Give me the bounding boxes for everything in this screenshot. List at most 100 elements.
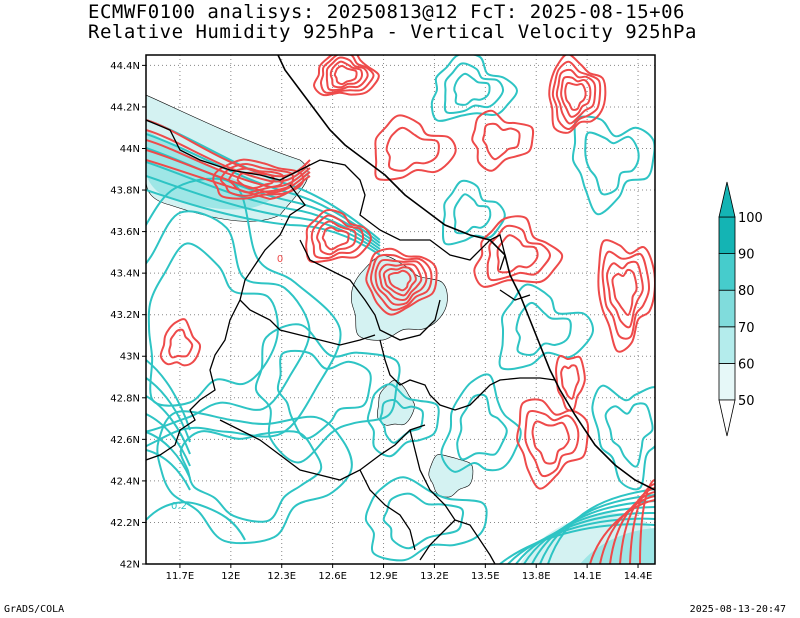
x-tick-label: 12.6E: [318, 571, 347, 582]
colorbar-top-arrow: [718, 181, 736, 218]
humidity-contour: [276, 349, 372, 440]
velocity-contour: [305, 209, 372, 264]
humidity-contour: [591, 384, 655, 491]
y-tick-label: 42.4N: [110, 476, 140, 487]
velocity-contour: [385, 126, 440, 172]
humidity-contour: [440, 373, 522, 473]
velocity-contour: [319, 55, 375, 94]
y-tick-label: 43.4N: [110, 269, 140, 280]
velocity-contour: [473, 215, 564, 288]
humidity-contour: [382, 492, 465, 550]
velocity-contour: [524, 409, 580, 478]
contour-label: 0.2: [171, 501, 187, 512]
y-tick-label: 42.8N: [110, 393, 140, 404]
velocity-contour: [374, 114, 457, 181]
humidity-contour: [539, 494, 655, 564]
velocity-contour: [629, 483, 655, 564]
contour-label: 0: [277, 254, 283, 265]
velocity-contour: [599, 495, 655, 564]
y-tick-label: 43.6N: [110, 227, 140, 238]
humidity-contour: [146, 501, 246, 541]
velocity-contour: [310, 214, 365, 260]
velocity-contour: [597, 239, 655, 353]
velocity-contour: [212, 158, 305, 200]
colorbar-label: 60: [738, 357, 755, 372]
region-border: [409, 429, 456, 561]
velocity-contour: [601, 250, 651, 340]
y-tick-label: 44.2N: [110, 102, 140, 113]
humidity-contour: [146, 177, 342, 448]
humidity-contour: [366, 383, 440, 458]
y-tick-label: 43.8N: [110, 186, 140, 197]
y-tick-label: 42.2N: [110, 518, 140, 529]
velocity-contour: [378, 263, 423, 302]
colorbar-label: 70: [738, 321, 755, 336]
velocity-contour: [382, 266, 417, 297]
velocity-contour: [486, 224, 551, 282]
y-tick-label: 43N: [120, 352, 140, 363]
colorbar-segment: [718, 253, 736, 291]
velocity-contour: [609, 491, 655, 564]
x-tick-label: 13.2E: [420, 571, 449, 582]
colorbar: 50 60 70 80 90 100: [718, 181, 763, 437]
velocity-contour: [605, 260, 644, 329]
humidity-contour: [146, 359, 191, 431]
region-border: [146, 184, 306, 461]
humidity-contour: [443, 62, 505, 114]
x-tick-label: 12.3E: [267, 571, 296, 582]
shaded-region: [376, 379, 415, 426]
humidity-contour: [547, 488, 655, 564]
x-tick-label: 13.5E: [471, 571, 500, 582]
region-borders: [146, 55, 655, 564]
velocity-contour: [325, 56, 369, 92]
region-border: [146, 119, 506, 271]
velocity-contour: [159, 318, 202, 367]
humidity-contour: [146, 431, 191, 479]
velocity-contour: [321, 226, 350, 251]
humidity-contour: [430, 55, 518, 122]
colorbar-label: 80: [738, 284, 755, 299]
humidity-contour: [364, 476, 488, 562]
velocity-contour: [639, 479, 655, 564]
humidity-contour: [456, 393, 508, 461]
humidity-contour: [604, 402, 654, 468]
x-tick-label: 11.7E: [166, 571, 195, 582]
region-border: [379, 339, 556, 411]
region-border: [239, 299, 376, 346]
contour-labels: 00.2: [171, 254, 283, 512]
velocity-contour: [555, 68, 597, 125]
region-border: [299, 239, 441, 341]
shaded-region: [580, 528, 655, 564]
y-tick-label: 44.4N: [110, 61, 140, 72]
humidity-contour: [179, 430, 323, 523]
x-axis-ticks: 11.7E 12E 12.3E 12.6E 12.9E 13.2E 13.5E 13.8E 14…: [166, 564, 653, 582]
velocity-contour: [589, 499, 655, 564]
x-tick-label: 14.4E: [624, 571, 653, 582]
x-tick-label: 13.8E: [522, 571, 551, 582]
velocity-contour: [560, 75, 592, 118]
velocity-contour: [496, 234, 539, 274]
footer-software-label: GrADS/COLA: [4, 604, 65, 615]
colorbar-bottom-arrow: [718, 399, 736, 437]
region-border: [219, 419, 426, 481]
humidity-contour: [507, 517, 655, 564]
velocity-contour: [313, 55, 380, 97]
colorbar-label: 100: [738, 211, 763, 226]
velocity-contour: [146, 149, 311, 195]
x-tick-label: 14.1E: [573, 571, 602, 582]
velocity-contour: [548, 55, 607, 134]
region-border: [499, 289, 531, 301]
plot-border: [145, 54, 656, 565]
humidity-contour: [146, 413, 191, 467]
y-axis-ticks: 42N 42.2N 42.4N 42.6N 42.8N 43N 43.2N 43.4N 43.6…: [110, 61, 146, 571]
y-tick-label: 44N: [120, 144, 140, 155]
colorbar-segment: [718, 289, 736, 328]
footer-timestamp: 2025-08-13-20:47: [689, 604, 786, 615]
velocity-contour: [387, 269, 412, 292]
region-border: [359, 469, 416, 551]
humidity-contour: [146, 210, 311, 433]
contours: [146, 55, 655, 564]
colorbar-label: 50: [738, 394, 755, 409]
plot-frame: [145, 54, 656, 565]
